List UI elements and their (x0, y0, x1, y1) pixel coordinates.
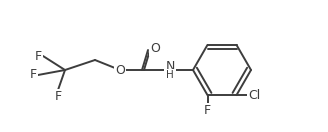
Text: O: O (150, 41, 160, 55)
Text: F: F (30, 69, 36, 81)
Text: N: N (165, 60, 175, 74)
Text: F: F (54, 89, 62, 103)
Text: O: O (115, 63, 125, 77)
Text: F: F (34, 50, 42, 62)
Text: Cl: Cl (248, 89, 261, 102)
Text: H: H (166, 70, 174, 80)
Text: F: F (204, 104, 211, 117)
